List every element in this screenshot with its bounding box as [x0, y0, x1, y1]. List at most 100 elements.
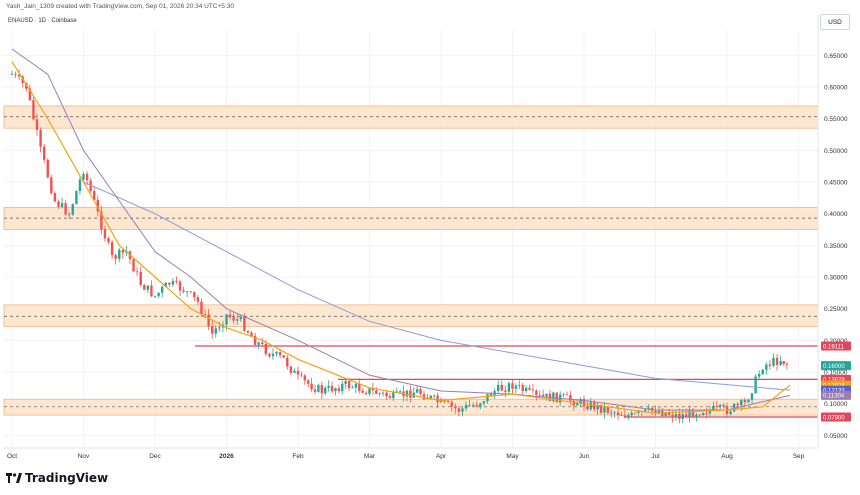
candle	[378, 393, 381, 395]
time-axis-tick-label: Jul	[651, 453, 660, 460]
candle	[616, 412, 620, 416]
candle	[168, 282, 171, 285]
candle	[146, 285, 150, 290]
price-label-text: 0.16000	[823, 364, 845, 370]
candle	[765, 364, 768, 370]
time-axis-tick-label: 2026	[219, 453, 234, 460]
candle	[565, 394, 569, 396]
candle	[432, 395, 436, 397]
candle	[107, 238, 110, 243]
candle	[32, 100, 35, 120]
candle	[75, 191, 78, 205]
candle	[757, 374, 761, 377]
candle	[364, 392, 368, 394]
price-axis-tick-label: 0.30000	[824, 275, 848, 282]
candle	[429, 395, 432, 399]
candle	[671, 414, 674, 418]
candle	[785, 363, 789, 365]
candle	[153, 295, 157, 297]
candle	[17, 74, 21, 77]
candle	[633, 412, 637, 414]
tradingview-logo-text: TradingView	[25, 471, 109, 485]
candle	[225, 314, 228, 325]
currency-button[interactable]: USD	[820, 14, 850, 30]
candle	[747, 399, 750, 403]
candle	[582, 399, 586, 407]
candle	[282, 355, 285, 358]
candle	[121, 249, 125, 253]
candle	[207, 314, 210, 327]
candle	[599, 404, 603, 413]
candle	[620, 415, 623, 417]
candle	[118, 249, 121, 259]
symbol-title: ENAUSD · 1D · Coinbase	[8, 18, 77, 24]
candle	[303, 375, 307, 381]
candle	[93, 191, 96, 200]
candle	[28, 88, 32, 101]
candle	[330, 385, 334, 392]
candle	[344, 380, 347, 384]
candle	[261, 342, 264, 344]
candle	[57, 201, 60, 207]
candle	[307, 380, 310, 384]
candle	[688, 409, 691, 417]
candle	[64, 203, 67, 215]
candle	[310, 383, 313, 390]
candle	[535, 390, 538, 395]
candle	[552, 392, 555, 402]
candle	[368, 388, 371, 394]
candle	[623, 415, 627, 418]
candle	[327, 385, 330, 388]
candle	[110, 242, 114, 256]
candle	[775, 357, 779, 365]
candle	[171, 281, 175, 285]
candle	[358, 383, 361, 391]
time-axis-tick-label: Feb	[292, 453, 304, 460]
price-axis-tick-label: 0.60000	[824, 85, 848, 92]
candle	[143, 284, 146, 290]
candle	[211, 326, 214, 334]
price-label-tag	[821, 361, 851, 371]
candle	[160, 286, 164, 293]
candle	[392, 392, 395, 399]
candle	[630, 412, 633, 416]
candle	[114, 255, 117, 259]
tradingview-logo: TradingView	[6, 471, 108, 485]
time-axis-tick-label: Dec	[149, 453, 161, 460]
price-axis-tick-label: 0.35000	[824, 243, 848, 250]
candle	[464, 405, 468, 409]
candle	[341, 383, 344, 392]
time-axis-tick-label: Oct	[7, 453, 17, 460]
candle	[521, 384, 524, 391]
ema-mid-line	[11, 48, 791, 411]
candle	[200, 301, 203, 315]
candle	[68, 214, 71, 216]
candle	[606, 407, 610, 413]
candle	[398, 391, 402, 393]
candle	[371, 388, 375, 391]
candle	[203, 314, 207, 316]
price-axis-tick-label: 0.40000	[824, 211, 848, 218]
candle	[39, 130, 42, 147]
candle	[603, 407, 606, 413]
candle	[320, 385, 324, 394]
candle	[514, 385, 518, 389]
candle	[253, 335, 257, 345]
candle	[243, 316, 246, 331]
candle	[736, 403, 739, 406]
candle	[504, 390, 507, 392]
candle	[193, 291, 196, 298]
candle	[654, 411, 657, 414]
price-label-tag	[821, 412, 851, 422]
candle	[754, 376, 757, 394]
candle	[218, 327, 221, 329]
candle	[388, 396, 392, 399]
candle	[351, 387, 354, 389]
time-axis-tick-label: Sep	[793, 453, 805, 460]
candle	[772, 357, 775, 366]
candle	[347, 380, 351, 389]
candle	[53, 193, 57, 202]
candle	[712, 405, 715, 410]
candle	[541, 394, 545, 397]
